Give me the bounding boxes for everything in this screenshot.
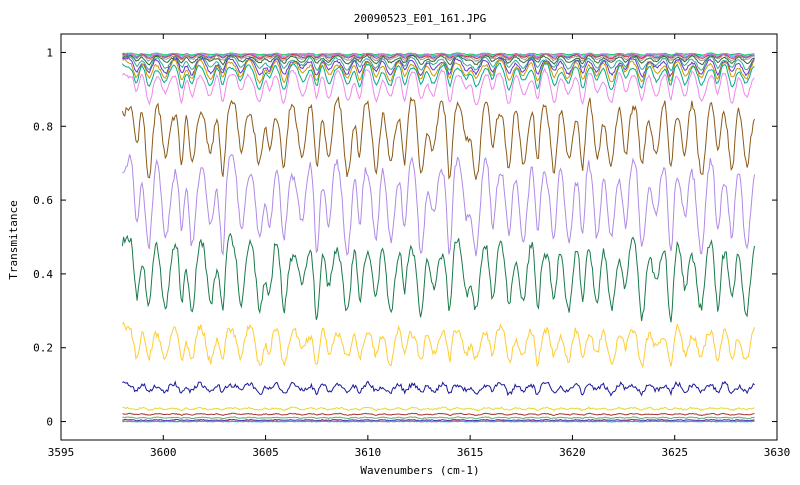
chart-title: 20090523_E01_161.JPG [354,12,486,25]
y-tick-label: 0.4 [33,268,53,281]
x-tick-label: 3595 [48,446,75,459]
series-line-6 [122,54,755,66]
x-axis-label: Wavenumbers (cm-1) [360,464,479,477]
series-line-13 [122,154,755,257]
x-tick-label: 3610 [355,446,382,459]
series-line-17 [122,406,755,412]
series-line-11 [121,67,755,106]
x-tick-label: 3600 [150,446,177,459]
y-tick-label: 1 [46,46,53,59]
x-tick-label: 3620 [559,446,586,459]
series-line-19 [122,416,755,420]
series-line-10 [121,62,755,91]
y-axis-label: Transmitance [7,200,20,279]
series-layer [121,52,755,423]
y-tick-label: 0.8 [33,120,53,133]
x-tick-label: 3605 [252,446,279,459]
series-line-14 [121,232,755,323]
y-tick-label: 0.2 [33,342,53,355]
y-tick-label: 0 [46,416,53,429]
x-tick-label: 3615 [457,446,484,459]
series-line-16 [122,380,755,397]
x-tick-label: 3625 [661,446,688,459]
x-tick-label: 3630 [764,446,791,459]
axes-layer: 3595 3600 3605 3610 3615 3620 3625 3630 0 0.2 0.4 0… [33,34,790,459]
series-line-9 [122,58,755,85]
y-tick-label: 0.6 [33,194,53,207]
series-line-8 [122,56,755,78]
series-line-12 [121,95,755,180]
series-line-20 [122,418,755,422]
series-line-15 [122,321,755,369]
series-line-18 [122,412,755,417]
series-line-22 [122,420,755,423]
